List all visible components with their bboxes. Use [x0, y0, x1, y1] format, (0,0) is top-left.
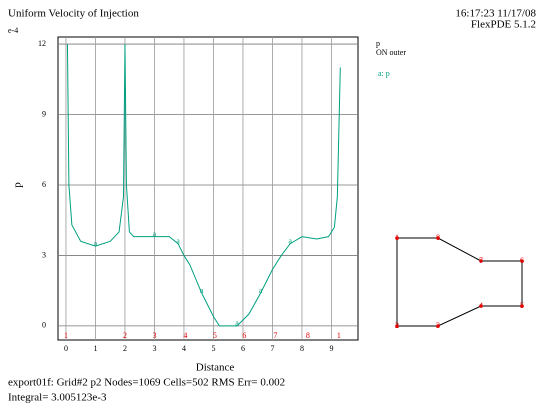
y-exponent: e-4	[8, 26, 18, 35]
x-tick-label: 5	[211, 344, 215, 353]
x-tick-label: 1	[93, 344, 97, 353]
domain-node	[520, 259, 524, 263]
domain-node-label: 6	[520, 256, 524, 265]
y-axis-label: p	[12, 182, 24, 188]
domain-node-label: 8	[436, 233, 440, 242]
domain-node	[520, 304, 524, 308]
domain-node-label: 4	[479, 301, 483, 310]
curve-marker: a	[288, 237, 292, 246]
boundary-mark: 2	[123, 331, 127, 340]
y-tick-label: 0	[42, 321, 46, 330]
curve-marker: a	[235, 319, 239, 328]
software: FlexPDE 5.1.2	[471, 19, 536, 31]
domain-node	[395, 324, 399, 328]
chart-title: Uniform Velocity of Injection	[8, 8, 139, 20]
curve-marker: a	[259, 286, 263, 295]
boundary-mark: 8	[306, 331, 310, 340]
x-tick-label: 4	[182, 344, 186, 353]
legend-subtitle: ON outer	[376, 48, 406, 57]
footer-line: Integral= 3.005123e-3	[8, 392, 107, 404]
timestamp: 16:17:23 11/17/08	[455, 8, 536, 20]
y-tick-label: 3	[42, 250, 46, 259]
boundary-mark: 4	[183, 331, 187, 340]
x-tick-label: 6	[241, 344, 245, 353]
footer-line: export01f: Grid#2 p2 Nodes=1069 Cells=50…	[8, 377, 285, 389]
boundary-mark: 3	[152, 331, 156, 340]
x-tick-label: 3	[152, 344, 156, 353]
x-tick-label: 2	[123, 344, 127, 353]
data-line	[66, 44, 341, 327]
domain-node	[479, 259, 483, 263]
domain-node-label: 7	[479, 256, 483, 265]
boundary-mark: 1	[337, 331, 341, 340]
y-tick-label: 9	[42, 109, 46, 118]
y-tick-label: 6	[42, 180, 46, 189]
x-tick-label: 8	[300, 344, 304, 353]
legend-title: p	[376, 39, 380, 48]
domain-node	[436, 236, 440, 240]
domain-node	[479, 304, 483, 308]
domain-node-label: 1	[395, 233, 399, 242]
curve-marker: a	[153, 229, 157, 238]
boundary-mark: 5	[213, 331, 217, 340]
x-tick-label: 7	[270, 344, 274, 353]
domain-node	[436, 324, 440, 328]
domain-node-label: 3	[436, 321, 440, 330]
x-tick-label: 9	[329, 344, 333, 353]
domain-outline	[396, 237, 523, 327]
legend-entry: a: p	[378, 69, 390, 78]
boundary-mark: 6	[242, 331, 246, 340]
x-tick-label: 0	[64, 344, 68, 353]
curve-marker: a	[176, 237, 180, 246]
curve-marker: a	[94, 239, 98, 248]
domain-node-label: 2	[395, 321, 399, 330]
plot-frame	[57, 36, 359, 341]
boundary-mark: 1	[64, 331, 68, 340]
boundary-mark: 7	[273, 331, 277, 340]
curve-marker: a	[200, 286, 204, 295]
y-tick-label: 12	[38, 39, 46, 48]
domain-node	[395, 236, 399, 240]
domain-node-label: 5	[520, 301, 524, 310]
x-axis-label: Distance	[196, 362, 235, 374]
